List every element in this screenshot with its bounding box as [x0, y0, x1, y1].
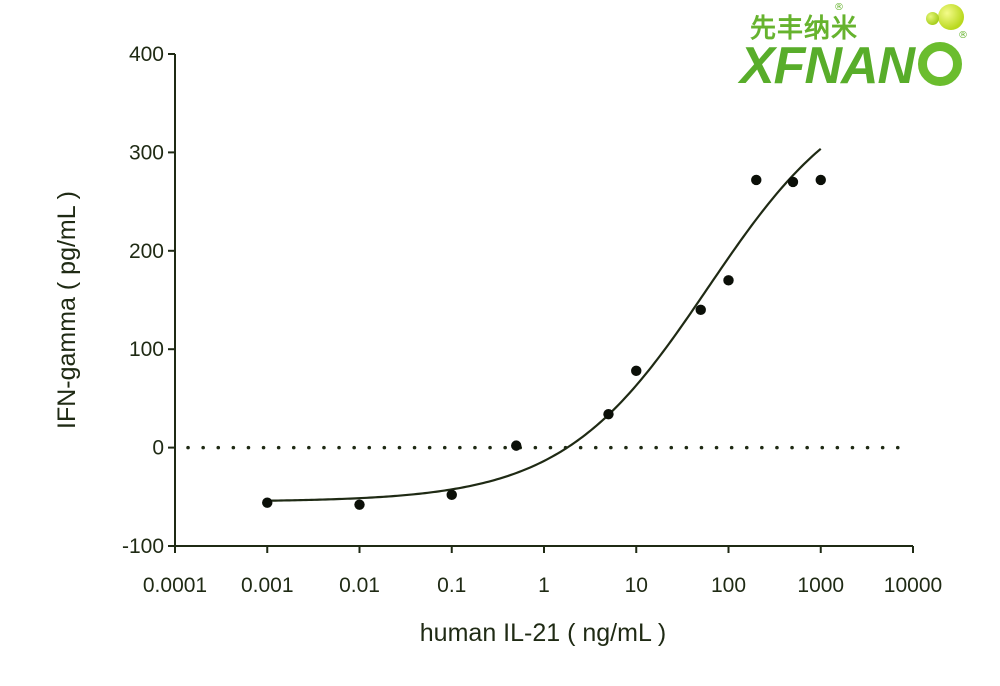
y-tick-label: 200 [129, 240, 164, 263]
x-tick-label: 0.0001 [143, 574, 207, 597]
y-tick-label: 400 [129, 43, 164, 66]
data-point [787, 176, 799, 188]
data-point [815, 174, 826, 186]
data-point [446, 489, 457, 501]
data-point [511, 440, 522, 451]
logo-sphere-small [926, 12, 939, 25]
x-tick-label: 10 [625, 574, 648, 597]
logo-english-text: XFNAN [740, 37, 915, 95]
x-tick-label: 1 [538, 574, 550, 597]
x-axis-title: human IL-21 ( ng/mL ) [420, 619, 666, 647]
x-axis: 0.0001 0.001 0.01 0.1 1 10 100 1000 10000 [143, 545, 942, 597]
data-point [723, 275, 734, 286]
data-point [631, 365, 642, 377]
y-tick-label: 300 [129, 141, 164, 164]
y-tick-label: 0 [152, 437, 164, 460]
y-axis: -100 0 100 200 300 400 [122, 43, 176, 558]
data-point [262, 497, 273, 508]
logo-registered-mark: ® [834, 2, 844, 13]
logo-sphere-large [938, 4, 964, 30]
x-tick-label: 1000 [797, 574, 844, 597]
data-point [603, 408, 614, 420]
fit-curve [267, 147, 822, 502]
data-points [262, 174, 826, 510]
x-tick-label: 100 [711, 574, 746, 597]
y-tick-label: -100 [122, 535, 164, 558]
x-tick-label: 0.01 [339, 574, 380, 597]
y-tick-label: 100 [129, 338, 164, 361]
x-tick-label: 0.001 [241, 574, 294, 597]
logo-o-ring [918, 42, 962, 86]
logo-registered-mark-2: ® [958, 30, 968, 41]
data-point [751, 174, 762, 186]
y-axis-title: IFN-gamma ( pg/mL ) [53, 191, 81, 429]
x-tick-label: 0.1 [437, 574, 466, 597]
data-point [354, 499, 365, 510]
data-point [695, 304, 706, 316]
logo-chinese-text: 先丰纳米 [750, 14, 859, 44]
xfnano-logo: 先丰纳米 ® XFNAN ® [740, 2, 975, 95]
x-tick-label: 10000 [884, 574, 942, 597]
fit-curve-path [267, 147, 822, 502]
